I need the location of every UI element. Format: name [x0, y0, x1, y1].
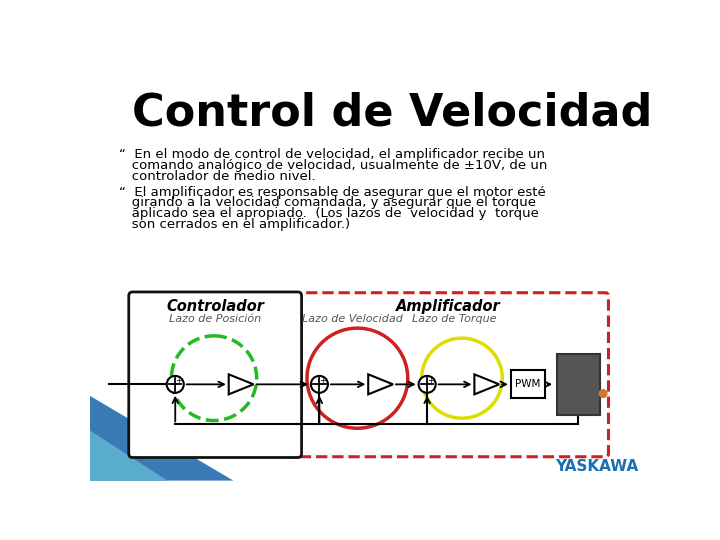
Text: Lazo de Torque: Lazo de Torque	[412, 314, 497, 324]
Text: PWM: PWM	[516, 379, 541, 389]
FancyBboxPatch shape	[287, 293, 608, 457]
Text: aplicado sea el apropiado.  (Los lazos de  velocidad y  torque: aplicado sea el apropiado. (Los lazos de…	[120, 207, 539, 220]
Text: +: +	[319, 376, 326, 385]
Polygon shape	[229, 374, 253, 394]
Text: girando a la velocidad comandada, y asegurar que el torque: girando a la velocidad comandada, y aseg…	[120, 197, 536, 210]
Circle shape	[167, 376, 184, 393]
Text: +: +	[175, 376, 181, 385]
Text: +: +	[427, 376, 433, 385]
Text: controlador de medio nivel.: controlador de medio nivel.	[120, 170, 316, 183]
Polygon shape	[90, 396, 233, 481]
Text: Amplificador: Amplificador	[396, 299, 500, 314]
Text: Control de Velocidad: Control de Velocidad	[132, 91, 652, 134]
Text: “  El amplificador es responsable de asegurar que el motor esté: “ El amplificador es responsable de aseg…	[120, 186, 546, 199]
Text: “  En el modo de control de velocidad, el amplificador recibe un: “ En el modo de control de velocidad, el…	[120, 148, 546, 161]
Text: YASKAWA: YASKAWA	[555, 460, 639, 475]
Circle shape	[599, 390, 607, 397]
Text: Lazo de Velocidad: Lazo de Velocidad	[302, 314, 402, 324]
Text: son cerrados en el amplificador.): son cerrados en el amplificador.)	[120, 218, 351, 231]
Polygon shape	[368, 374, 393, 394]
Polygon shape	[474, 374, 499, 394]
Circle shape	[418, 376, 436, 393]
Polygon shape	[90, 430, 168, 481]
FancyBboxPatch shape	[129, 292, 302, 457]
Text: comando analógico de velocidad, usualmente de ±10V, de un: comando analógico de velocidad, usualmen…	[120, 159, 548, 172]
Text: Controlador: Controlador	[166, 299, 264, 314]
Circle shape	[311, 376, 328, 393]
Bar	[557, 354, 600, 415]
Text: Lazo de Posición: Lazo de Posición	[169, 314, 261, 324]
Bar	[510, 370, 545, 398]
